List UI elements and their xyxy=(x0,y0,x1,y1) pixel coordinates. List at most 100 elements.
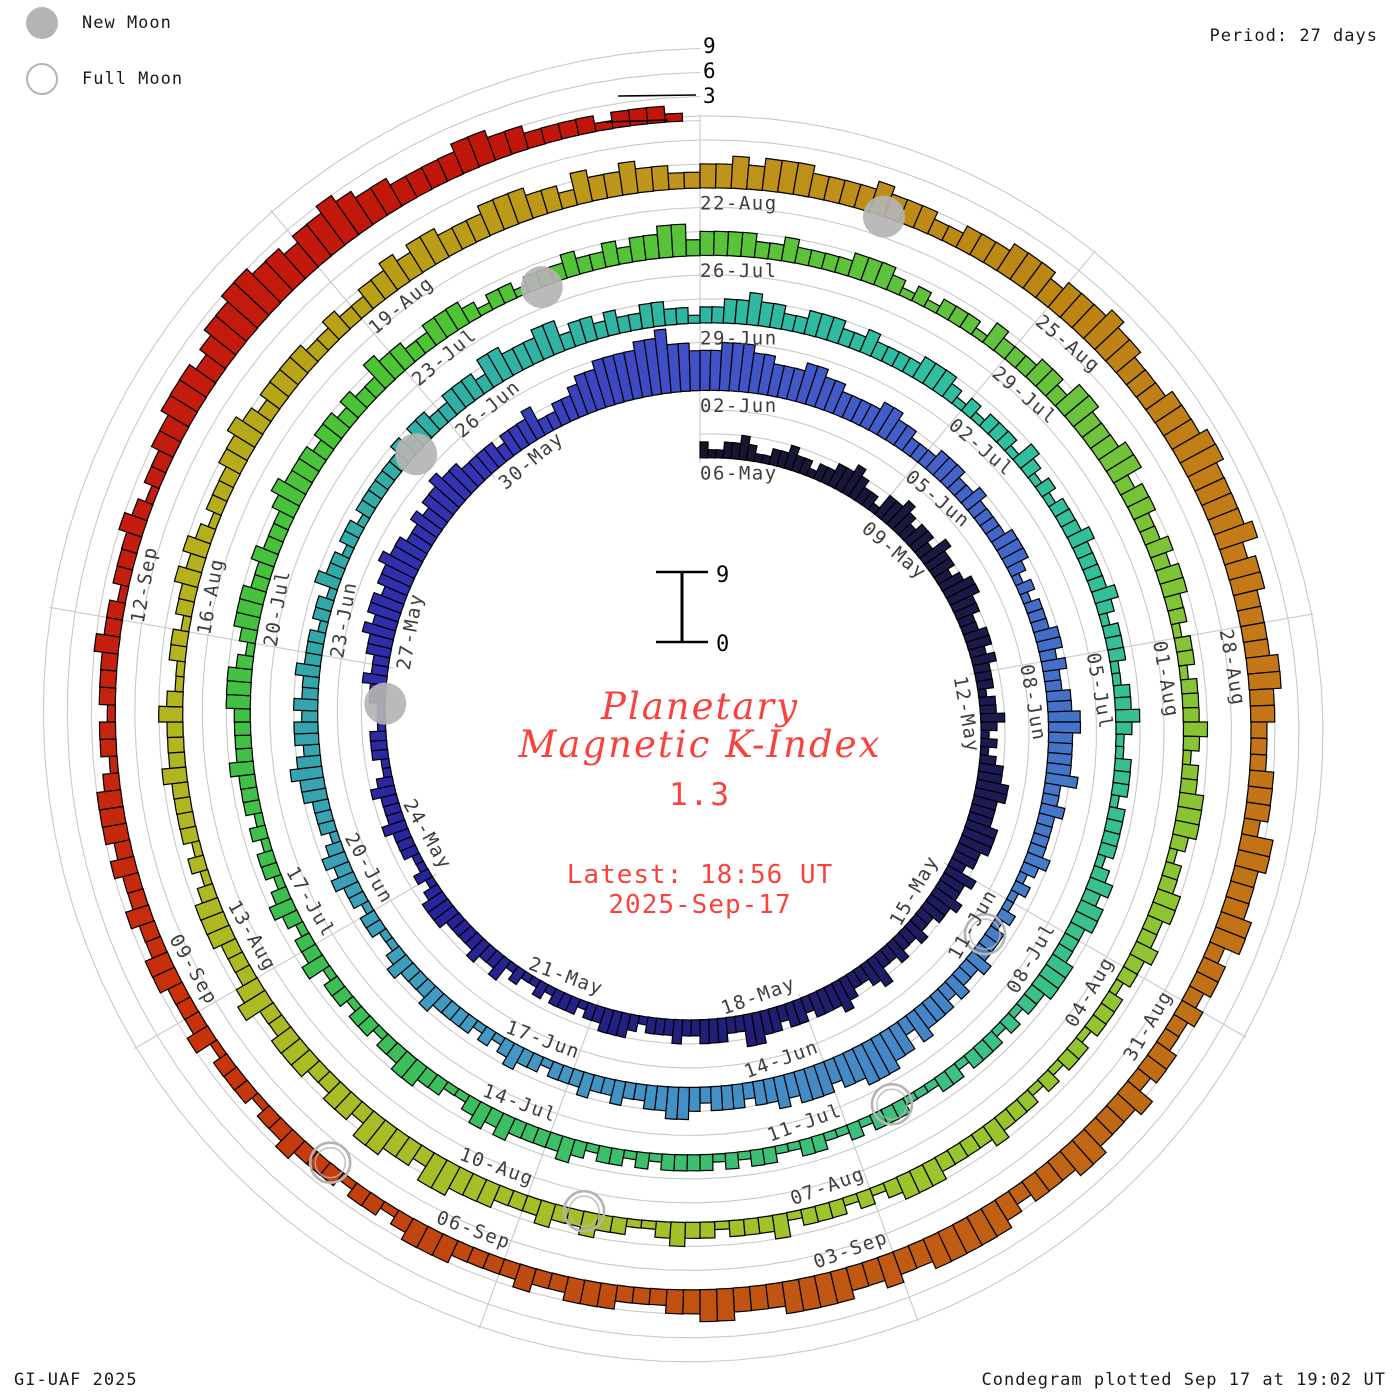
k-bar xyxy=(307,628,327,646)
k-bar xyxy=(886,499,917,531)
k-bar xyxy=(1107,646,1127,663)
k-bar xyxy=(944,973,971,1000)
k-bar xyxy=(1181,692,1200,709)
k-bar xyxy=(732,1286,753,1313)
k-bar xyxy=(301,953,331,980)
k-bar xyxy=(1176,649,1196,667)
k-bar xyxy=(293,732,320,747)
k-bar xyxy=(416,1151,448,1189)
k-bar xyxy=(699,1086,712,1104)
k-bar xyxy=(1082,309,1125,351)
k-bar xyxy=(1248,753,1268,773)
date-label: 29-Jun xyxy=(700,328,778,350)
k-bar xyxy=(798,457,814,477)
k-bar xyxy=(688,350,701,392)
k-bar xyxy=(369,177,403,216)
k-bar xyxy=(377,550,420,580)
k-bar xyxy=(710,306,725,324)
k-bar xyxy=(931,369,958,398)
k-bar xyxy=(885,937,910,964)
k-bar xyxy=(495,1036,516,1059)
k-bar xyxy=(1030,973,1060,1001)
k-bar xyxy=(745,291,764,327)
k-bar xyxy=(979,737,998,749)
k-bar xyxy=(302,743,321,758)
k-bar xyxy=(1038,802,1066,820)
k-bar xyxy=(175,660,186,678)
k-bar xyxy=(173,796,194,815)
k-bar xyxy=(1129,940,1159,967)
k-bar xyxy=(1108,793,1121,809)
k-bar xyxy=(631,1286,652,1306)
k-bar xyxy=(728,1218,746,1238)
k-bar xyxy=(1180,677,1199,695)
k-bar xyxy=(131,498,154,522)
k-bar xyxy=(1144,535,1174,559)
k-bar xyxy=(1182,706,1200,723)
k-bar xyxy=(1182,735,1201,752)
k-bar xyxy=(389,1209,415,1234)
k-bar xyxy=(736,1150,752,1161)
k-bar xyxy=(339,390,369,419)
k-bar xyxy=(1243,638,1271,659)
k-bar xyxy=(330,870,359,893)
full-moon-marker-inner xyxy=(876,1088,908,1121)
k-bar xyxy=(1109,660,1121,675)
k-bar xyxy=(682,1289,701,1315)
k-bar xyxy=(825,316,847,345)
k-bar xyxy=(903,919,929,945)
k-bar xyxy=(978,695,997,707)
k-bar xyxy=(742,1217,761,1236)
k-bar xyxy=(324,840,346,858)
k-bar xyxy=(957,834,993,857)
k-bar xyxy=(569,169,594,206)
k-bar xyxy=(654,1220,672,1239)
k-bar xyxy=(575,1071,596,1099)
k-bar xyxy=(965,950,992,976)
k-bar xyxy=(466,129,497,168)
k-bar xyxy=(904,1008,935,1043)
k-bar xyxy=(497,282,518,305)
k-bar xyxy=(1059,1139,1095,1177)
k-bar xyxy=(1015,993,1038,1016)
full-moon-marker-inner xyxy=(568,1195,600,1227)
k-bar xyxy=(1035,368,1064,397)
new-moon-marker xyxy=(520,266,563,309)
k-bar xyxy=(174,675,185,693)
k-bar xyxy=(1114,696,1132,711)
k-bar xyxy=(714,163,734,190)
k-bar xyxy=(737,434,751,461)
k-bar xyxy=(93,632,121,655)
k-bar xyxy=(165,690,184,708)
k-bar xyxy=(166,721,184,739)
k-bar xyxy=(1250,721,1268,740)
k-bar xyxy=(98,721,117,741)
k-bar xyxy=(253,811,266,828)
k-bar xyxy=(737,343,756,394)
k-bar xyxy=(343,519,366,539)
k-bar xyxy=(236,989,274,1022)
k-bar xyxy=(352,1109,387,1147)
k-bar xyxy=(359,909,381,929)
k-bar xyxy=(375,1033,399,1056)
k-bar xyxy=(264,247,307,292)
k-bar xyxy=(699,163,717,189)
k-bar xyxy=(1019,457,1042,479)
k-bar xyxy=(663,307,678,326)
k-bar xyxy=(975,678,995,691)
k-bar xyxy=(730,155,751,190)
k-bar xyxy=(106,704,117,723)
k-bar xyxy=(1035,635,1064,653)
k-bar xyxy=(1228,571,1266,597)
k-bar xyxy=(793,1068,814,1104)
k-bar xyxy=(421,890,449,914)
k-bar xyxy=(244,641,257,658)
k-bar xyxy=(393,536,429,563)
legend-row-full-moon: Full Moon xyxy=(26,62,183,96)
k-bar xyxy=(298,445,328,473)
k-bar xyxy=(687,314,701,324)
k-bar xyxy=(1249,704,1276,723)
k-bar xyxy=(644,1016,658,1035)
k-bar xyxy=(851,1043,881,1086)
k-bar xyxy=(418,227,451,266)
